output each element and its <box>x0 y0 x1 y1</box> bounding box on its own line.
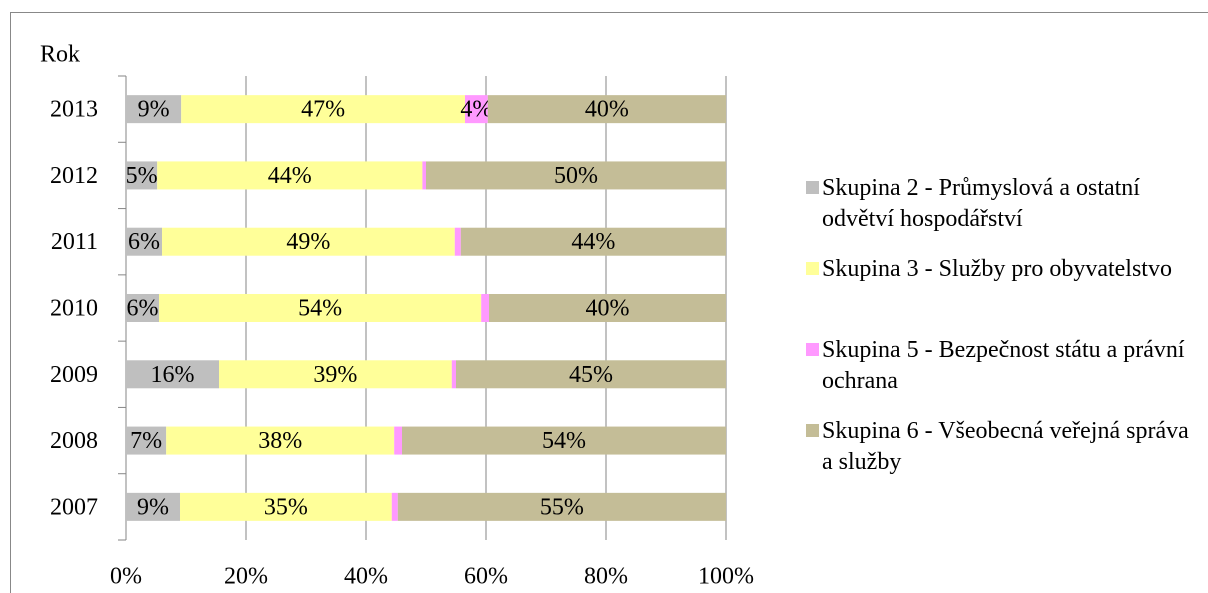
x-tick-label: 0% <box>110 564 142 590</box>
bar-segment <box>402 426 726 455</box>
bar-segment <box>422 161 426 190</box>
legend-swatch <box>806 343 819 356</box>
bar-segment <box>460 227 726 256</box>
legend-swatch <box>806 181 819 194</box>
data-label: 55% <box>540 494 584 520</box>
bar-segment <box>451 360 456 389</box>
bar-segment <box>219 360 452 389</box>
legend-label: Skupina 2 - Průmyslová a ostatní odvětví… <box>822 175 1140 232</box>
data-label: 9% <box>138 97 170 123</box>
x-tick-label: 60% <box>464 564 508 590</box>
data-label: 54% <box>542 428 586 454</box>
data-label: 50% <box>554 163 598 189</box>
bar-segment <box>126 95 182 124</box>
x-tick-label: 20% <box>224 564 268 590</box>
x-tick-label: 100% <box>698 564 754 590</box>
data-label: 54% <box>298 296 342 322</box>
x-tick-label: 80% <box>584 564 628 590</box>
data-label: 40% <box>585 97 629 123</box>
data-label: 4% <box>460 97 492 123</box>
y-axis-label: Rok <box>40 42 80 68</box>
bar-segment <box>394 426 402 455</box>
legend-label: Skupina 5 - Bezpečnost státu a právní oc… <box>822 337 1185 394</box>
legend-label: Skupina 6 - Všeobecná veřejná správa a s… <box>822 418 1189 475</box>
bar-segment <box>157 161 423 190</box>
y-tick-label: 2011 <box>51 229 98 255</box>
data-label: 6% <box>128 229 160 255</box>
bar-segment <box>126 360 219 389</box>
bar-segment <box>391 492 398 521</box>
legend-swatch <box>806 262 819 275</box>
bar-segment <box>489 294 726 322</box>
bar-segment <box>166 426 395 455</box>
bar-segment <box>126 294 159 322</box>
data-label: 7% <box>130 428 162 454</box>
data-label: 5% <box>126 163 158 189</box>
bar-segment <box>487 95 726 124</box>
bar-segment <box>456 360 726 389</box>
x-tick-label: 40% <box>344 564 388 590</box>
data-label: 38% <box>258 428 302 454</box>
frame-border <box>10 12 1208 593</box>
data-label: 9% <box>137 494 169 520</box>
y-tick-label: 2012 <box>50 163 98 189</box>
bar-segment <box>454 227 461 256</box>
y-tick-label: 2007 <box>50 494 98 520</box>
bar-segment <box>465 95 488 124</box>
data-label: 44% <box>268 163 312 189</box>
data-label: 6% <box>127 296 159 322</box>
data-label: 47% <box>301 97 345 123</box>
bar-segment <box>180 492 392 521</box>
data-label: 39% <box>313 362 357 388</box>
y-tick-label: 2008 <box>50 428 98 454</box>
legend-swatch <box>806 424 819 437</box>
y-tick-label: 2013 <box>50 97 98 123</box>
bar-segment <box>126 426 167 455</box>
data-label: 49% <box>286 229 330 255</box>
data-label: 45% <box>569 362 613 388</box>
bar-segment <box>159 294 482 322</box>
bar-segment <box>481 294 489 322</box>
bar-segment <box>126 492 180 521</box>
bar-segment <box>397 492 726 521</box>
data-label: 40% <box>586 296 630 322</box>
bar-segment <box>126 161 158 190</box>
data-label: 16% <box>151 362 195 388</box>
legend-label: Skupina 3 - Služby pro obyvatelstvo <box>822 256 1172 282</box>
data-label: 35% <box>264 494 308 520</box>
bar-segment <box>426 161 726 190</box>
data-label: 44% <box>571 229 615 255</box>
y-tick-label: 2010 <box>50 296 98 322</box>
y-tick-label: 2009 <box>50 362 98 388</box>
bar-segment <box>162 227 455 256</box>
bar-segment <box>126 227 162 256</box>
bar-segment <box>181 95 465 124</box>
